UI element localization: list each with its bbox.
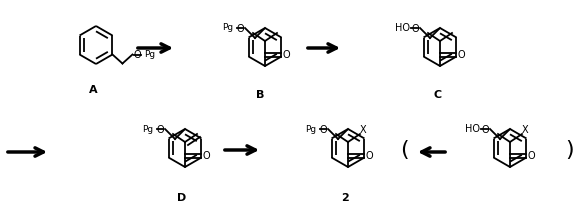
Text: O: O [527,151,535,161]
Text: O: O [319,125,327,135]
Text: O: O [202,151,210,161]
Text: Pg: Pg [144,50,155,59]
Text: O: O [134,49,141,60]
Text: HO: HO [466,124,480,134]
Text: O: O [236,24,244,34]
Text: B: B [256,90,264,100]
Text: O: O [457,50,465,60]
Text: X: X [360,125,366,135]
Text: Pg: Pg [305,124,317,134]
Text: O: O [282,50,290,60]
Text: O: O [365,151,373,161]
Text: 2: 2 [341,193,349,203]
Text: O: O [156,125,164,135]
Text: ): ) [566,140,574,160]
Text: D: D [177,193,187,203]
Text: Pg: Pg [142,124,154,134]
Text: Pg: Pg [223,23,234,32]
Text: O: O [481,125,489,135]
Text: X: X [522,125,528,135]
Text: C: C [434,90,442,100]
Text: O: O [411,24,419,34]
Text: A: A [89,85,98,95]
Text: HO: HO [395,23,410,33]
Text: (: ( [400,140,408,160]
